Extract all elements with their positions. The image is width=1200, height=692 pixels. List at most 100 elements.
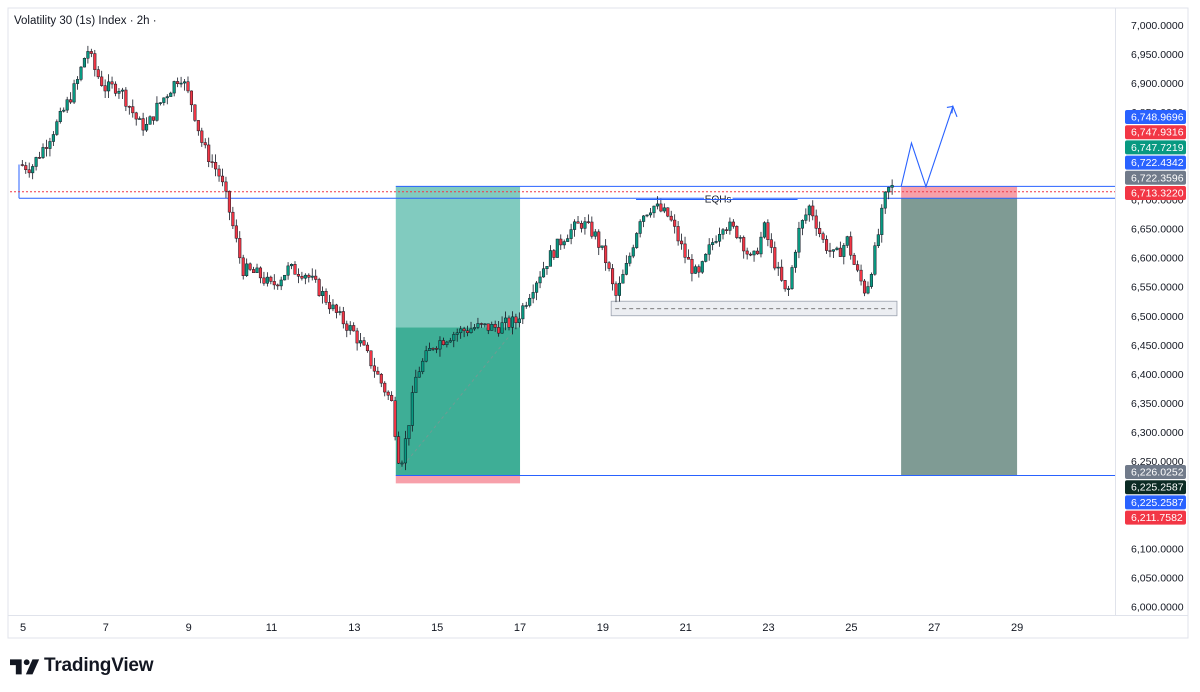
candle-down [355, 330, 359, 344]
x-tick-label: 11 [266, 622, 277, 634]
candle-down [352, 325, 356, 332]
candle-down [486, 323, 490, 331]
price-label-tag [1125, 155, 1186, 170]
price-label-text: 6,211.7582 [1131, 512, 1183, 524]
x-tick-label: 17 [514, 622, 526, 634]
candle-up [521, 305, 525, 320]
candle-up [165, 96, 169, 99]
candle-down [207, 144, 211, 162]
candle-up [34, 157, 38, 167]
candle-up [321, 291, 325, 296]
candle-down [852, 254, 856, 265]
candle-up [648, 212, 653, 216]
candle-up [283, 274, 287, 281]
candle-up [79, 66, 83, 80]
candle-up [158, 102, 162, 104]
candle-up [483, 323, 487, 326]
candle-up [776, 266, 780, 269]
candle-up [303, 274, 307, 279]
candle-up [359, 340, 363, 344]
candle-up [593, 231, 597, 237]
candle-down [307, 274, 311, 278]
y-tick-label: 6,000.0000 [1131, 602, 1184, 614]
candle-up [472, 327, 477, 330]
candle-up [31, 166, 35, 174]
candle-down [755, 250, 760, 255]
candle-up [662, 207, 666, 212]
x-tick-label: 9 [186, 622, 192, 634]
candle-up [448, 340, 452, 343]
y-tick-label: 6,950.0000 [1131, 49, 1184, 61]
candle-down [579, 223, 584, 229]
candle-up [876, 234, 880, 246]
x-tick-label: 15 [431, 622, 443, 634]
price-label-tag [1125, 170, 1186, 185]
candle-down [96, 69, 100, 78]
candle-down [110, 81, 114, 85]
candle-up [631, 247, 635, 257]
candle-down [248, 263, 252, 270]
candle-down [227, 190, 231, 213]
candle-up [172, 81, 176, 94]
candle-up [138, 118, 142, 120]
candle-down [686, 257, 691, 260]
y-tick-label: 6,400.0000 [1131, 369, 1184, 381]
price-label-text: 6,226.0252 [1131, 467, 1184, 479]
time-axis[interactable]: 5 7 9 11 13 15 17 19 21 23 25 27 29 [20, 622, 1023, 634]
candle-down [386, 391, 390, 396]
candle-down [141, 118, 145, 131]
candle-up [842, 245, 846, 257]
candle-up [531, 292, 535, 299]
candle-up [759, 236, 763, 255]
y-tick-label: 6,450.0000 [1131, 340, 1184, 352]
candle-up [500, 322, 504, 334]
candle-up [452, 334, 456, 341]
candle-down [220, 175, 225, 183]
tradingview-brand[interactable]: TradingView [10, 654, 154, 678]
candle-down [103, 85, 107, 92]
candle-down [735, 226, 739, 238]
price-label-tag [1125, 125, 1186, 140]
candle-down [376, 370, 380, 375]
candle-up [41, 147, 45, 158]
candle-down [441, 340, 445, 345]
candle-up [538, 276, 542, 284]
candle-down [124, 89, 128, 107]
candle-up [617, 282, 621, 296]
candle-down [856, 264, 860, 271]
candle-down [210, 161, 214, 163]
candle-up [162, 97, 166, 103]
candle-up [562, 241, 566, 246]
candle-down [697, 266, 701, 273]
candle-down [862, 280, 867, 294]
price-labels: 6,748.9696 6,747.9316 6,747.7219 6,722.4342… [1125, 110, 1186, 525]
y-tick-label: 6,350.0000 [1131, 398, 1184, 410]
candle-down [38, 157, 42, 159]
candle-up [707, 244, 711, 255]
candles-layer [20, 45, 894, 471]
candle-down [44, 147, 49, 149]
price-label-text: 6,722.4342 [1131, 157, 1184, 169]
candle-up [86, 51, 90, 59]
candle-up [548, 250, 552, 267]
candle-down [607, 262, 611, 269]
candle-down [365, 344, 370, 352]
candle-up [279, 279, 283, 287]
candle-down [186, 81, 190, 92]
candle-up [445, 341, 449, 345]
candle-up [255, 267, 259, 273]
candle-up [790, 267, 794, 289]
candle-up [145, 124, 149, 131]
candle-up [503, 317, 508, 323]
candle-down [134, 112, 138, 120]
candle-down [27, 169, 31, 174]
long-profit-zone [395, 327, 521, 476]
candle-up [72, 83, 76, 103]
candle-down [214, 162, 218, 170]
candle-down [766, 222, 770, 240]
candle-down [859, 269, 863, 282]
candle-down [196, 120, 200, 132]
candle-down [293, 264, 297, 275]
